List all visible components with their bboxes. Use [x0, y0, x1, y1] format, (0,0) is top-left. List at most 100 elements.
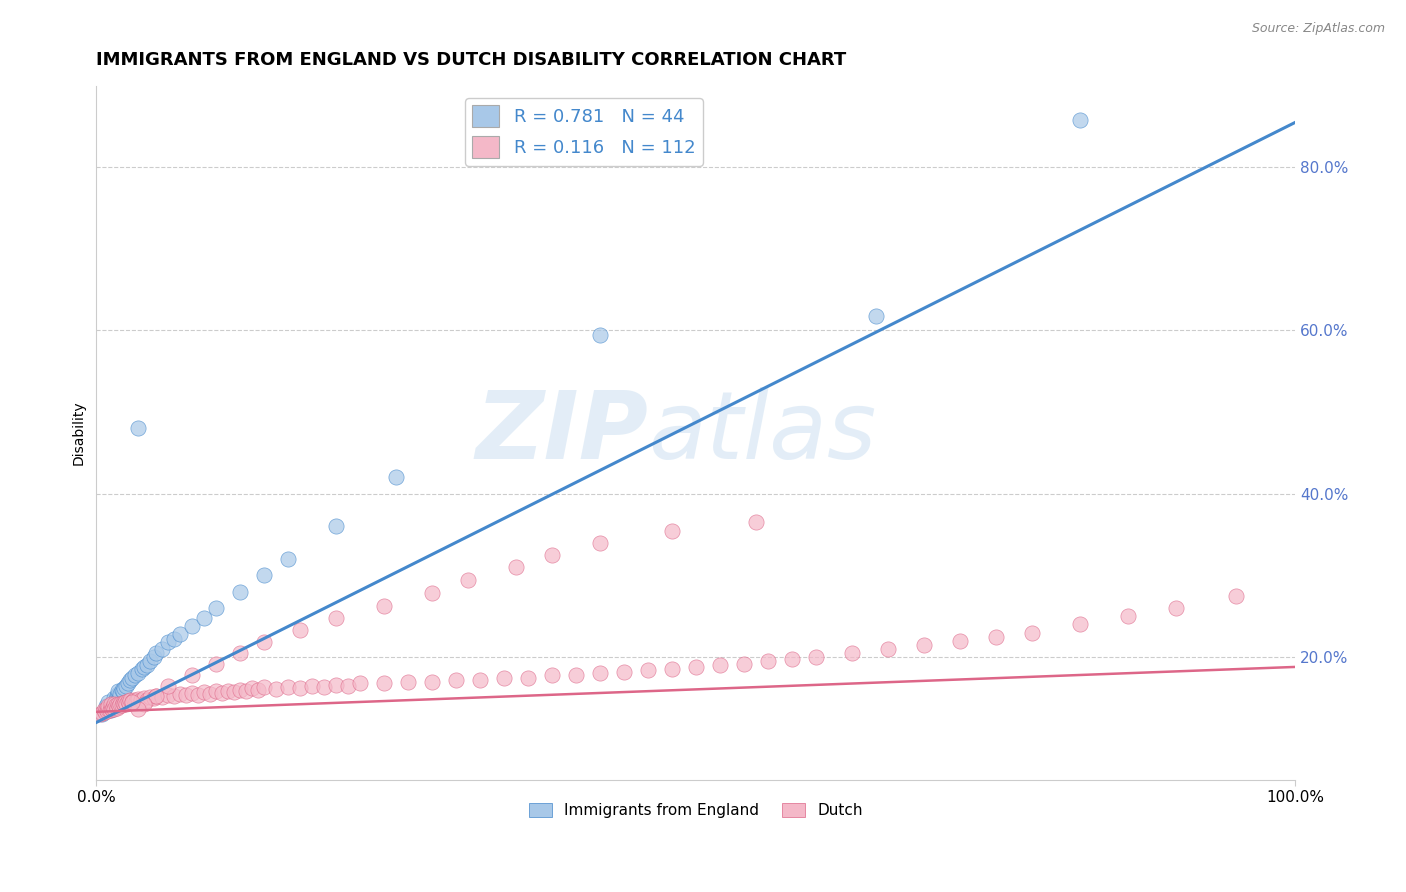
- Point: [841, 646, 863, 660]
- Point: [124, 668, 146, 682]
- Point: [1021, 625, 1043, 640]
- Text: atlas: atlas: [648, 387, 876, 478]
- Point: [103, 690, 125, 705]
- Point: [150, 690, 173, 705]
- Point: [253, 635, 276, 649]
- Point: [105, 690, 128, 704]
- Point: [756, 654, 779, 668]
- Point: [174, 689, 197, 703]
- Point: [229, 646, 252, 660]
- Point: [103, 695, 125, 709]
- Point: [145, 690, 167, 704]
- Point: [984, 630, 1007, 644]
- Point: [253, 681, 276, 695]
- Point: [134, 660, 156, 674]
- Point: [111, 684, 134, 698]
- Point: [301, 679, 323, 693]
- Point: [325, 519, 347, 533]
- Point: [139, 654, 162, 668]
- Point: [1225, 589, 1247, 603]
- Point: [181, 619, 204, 633]
- Point: [1069, 617, 1091, 632]
- Point: [290, 623, 312, 637]
- Point: [912, 638, 935, 652]
- Point: [565, 668, 588, 682]
- Point: [131, 662, 153, 676]
- Point: [115, 679, 138, 693]
- Point: [105, 700, 128, 714]
- Point: [101, 699, 124, 714]
- Point: [98, 703, 121, 717]
- Point: [277, 552, 299, 566]
- Point: [589, 327, 612, 342]
- Point: [325, 611, 347, 625]
- Point: [104, 698, 127, 713]
- Point: [709, 658, 731, 673]
- Point: [157, 635, 180, 649]
- Y-axis label: Disability: Disability: [72, 401, 86, 465]
- Point: [135, 658, 157, 673]
- Point: [91, 707, 114, 722]
- Point: [117, 676, 139, 690]
- Point: [211, 686, 233, 700]
- Point: [217, 683, 239, 698]
- Point: [804, 650, 827, 665]
- Point: [118, 693, 141, 707]
- Point: [127, 691, 149, 706]
- Point: [181, 686, 204, 700]
- Point: [129, 693, 152, 707]
- Point: [337, 679, 360, 693]
- Point: [111, 696, 134, 710]
- Point: [100, 700, 122, 714]
- Point: [112, 698, 135, 712]
- Point: [876, 642, 898, 657]
- Point: [865, 309, 887, 323]
- Point: [224, 685, 246, 699]
- Point: [235, 684, 257, 698]
- Point: [107, 684, 129, 698]
- Point: [253, 568, 276, 582]
- Point: [110, 697, 132, 711]
- Point: [110, 698, 132, 713]
- Point: [169, 687, 191, 701]
- Point: [96, 704, 118, 718]
- Point: [110, 687, 132, 701]
- Point: [94, 699, 117, 714]
- Point: [314, 681, 336, 695]
- Point: [169, 627, 191, 641]
- Point: [396, 674, 419, 689]
- Point: [118, 673, 141, 687]
- Point: [117, 694, 139, 708]
- Point: [142, 690, 165, 705]
- Point: [110, 682, 132, 697]
- Point: [97, 699, 120, 714]
- Point: [94, 702, 117, 716]
- Point: [93, 703, 115, 717]
- Point: [613, 665, 636, 679]
- Point: [157, 689, 180, 703]
- Point: [125, 694, 148, 708]
- Point: [139, 690, 162, 705]
- Point: [457, 573, 479, 587]
- Point: [163, 690, 186, 704]
- Point: [118, 696, 141, 710]
- Point: [325, 678, 347, 692]
- Point: [112, 681, 135, 695]
- Point: [661, 661, 683, 675]
- Point: [1069, 112, 1091, 127]
- Point: [444, 673, 467, 687]
- Point: [107, 698, 129, 712]
- Point: [385, 470, 408, 484]
- Point: [589, 536, 612, 550]
- Point: [145, 646, 167, 660]
- Point: [290, 681, 312, 695]
- Point: [181, 668, 204, 682]
- Point: [145, 690, 167, 704]
- Point: [93, 705, 115, 719]
- Point: [589, 666, 612, 681]
- Point: [114, 695, 136, 709]
- Point: [420, 674, 443, 689]
- Point: [745, 516, 768, 530]
- Text: ZIP: ZIP: [475, 386, 648, 479]
- Point: [193, 611, 215, 625]
